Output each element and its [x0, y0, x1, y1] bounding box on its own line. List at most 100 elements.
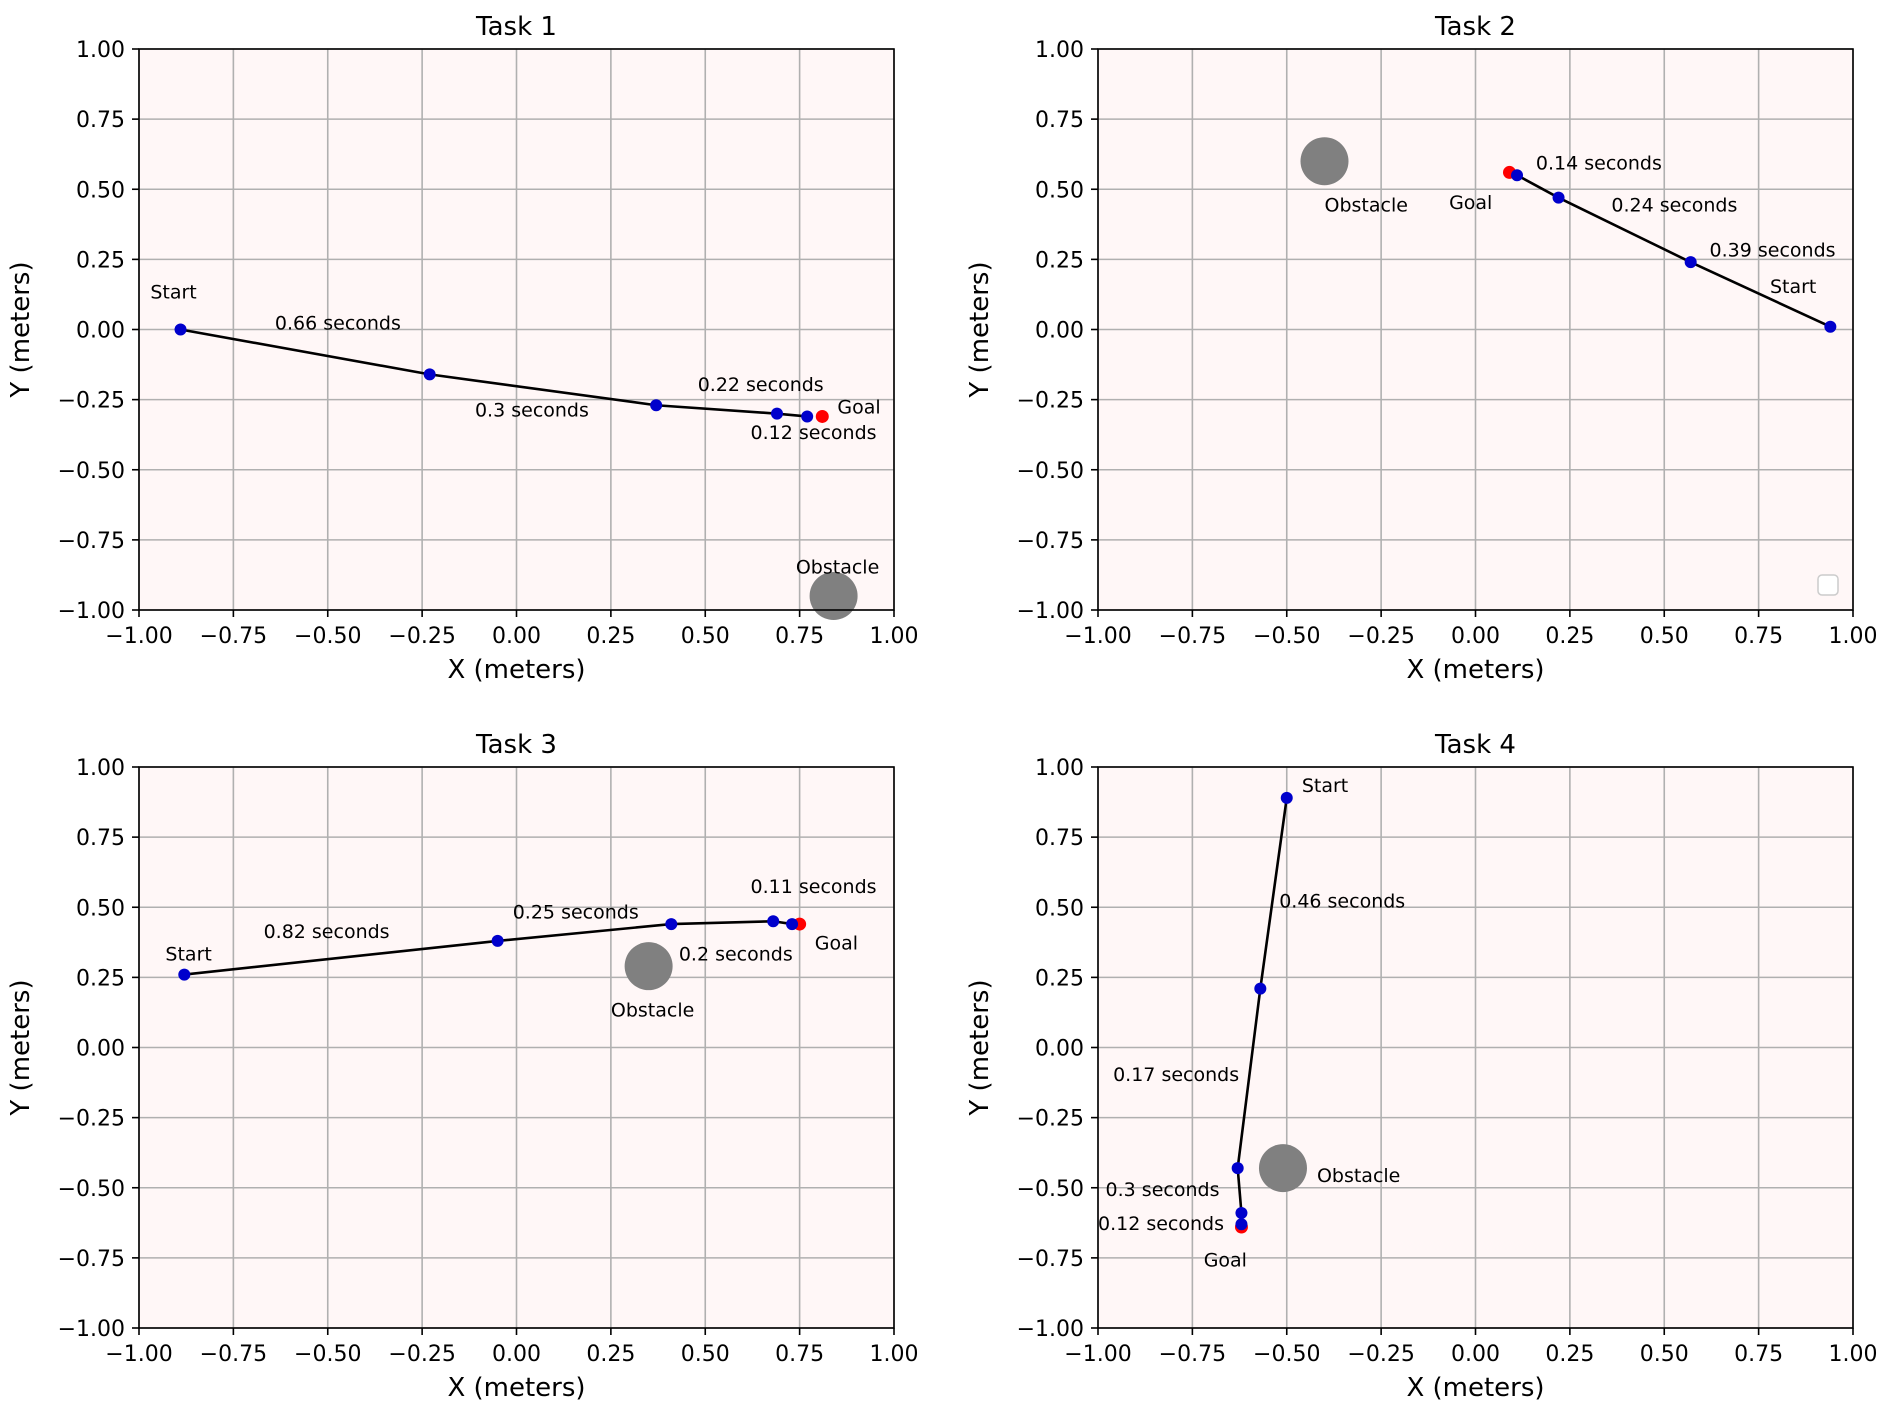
x-tick-label: 0.75: [775, 624, 824, 649]
annotation-label: Start: [1770, 276, 1816, 298]
waypoint-marker: [770, 407, 783, 420]
y-tick-label: 0.25: [76, 966, 125, 991]
x-tick-label: 1.00: [870, 1342, 919, 1367]
y-tick-label: 1.00: [76, 756, 125, 781]
y-tick-label: −0.75: [58, 1247, 125, 1272]
annotation-label: Goal: [1449, 192, 1492, 214]
y-tick-label: 0.00: [1035, 1037, 1084, 1062]
x-tick-label: 0.50: [1640, 1342, 1689, 1367]
waypoint-marker: [174, 323, 187, 336]
chart-panel-2: 0.14 seconds Obstacle Goal 0.24 seconds 0.39…: [965, 12, 1877, 685]
waypoint-marker: [423, 368, 436, 381]
annotation-label: 0.14 seconds: [1536, 153, 1662, 175]
annotation-label: Obstacle: [611, 1000, 694, 1022]
x-tick-label: 0.75: [1734, 624, 1783, 649]
chart-panel-3: Start 0.82 seconds 0.25 seconds 0.11 second…: [6, 730, 918, 1403]
x-tick-label: 1.00: [1829, 624, 1878, 649]
x-tick-label: −0.75: [1159, 1342, 1226, 1367]
y-tick-label: −1.00: [58, 1317, 125, 1342]
annotation-label: 0.12 seconds: [751, 422, 877, 444]
x-tick-label: 0.00: [492, 624, 541, 649]
x-tick-label: −0.50: [1253, 624, 1320, 649]
y-tick-label: −0.25: [58, 1107, 125, 1132]
x-tick-label: 1.00: [1829, 1342, 1878, 1367]
y-tick-label: 0.75: [76, 826, 125, 851]
waypoint-marker: [801, 410, 814, 423]
annotation-label: 0.46 seconds: [1279, 890, 1405, 912]
x-tick-label: −0.75: [1159, 624, 1226, 649]
chart-title: Task 4: [1434, 730, 1516, 760]
goal-marker: [815, 409, 829, 423]
waypoint-marker: [786, 918, 799, 931]
waypoint-marker: [1235, 1206, 1248, 1219]
y-tick-label: 1.00: [76, 38, 125, 63]
y-tick-label: −0.75: [1017, 529, 1084, 554]
x-tick-label: −0.25: [1347, 624, 1414, 649]
y-axis-label: Y (meters): [965, 261, 995, 398]
y-tick-label: 1.00: [1035, 38, 1084, 63]
y-tick-label: −1.00: [1017, 1317, 1084, 1342]
waypoint-marker: [1824, 320, 1837, 333]
waypoint-marker: [650, 399, 663, 412]
y-axis-label: Y (meters): [6, 261, 36, 398]
waypoint-marker: [767, 915, 780, 928]
x-tick-label: −1.00: [1064, 624, 1131, 649]
annotation-label: Goal: [815, 932, 858, 954]
waypoint-marker: [1552, 191, 1565, 204]
x-tick-label: 0.25: [586, 624, 635, 649]
chart-title: Task 2: [1434, 12, 1516, 42]
x-axis-label: X (meters): [1406, 1373, 1544, 1403]
obstacle-marker: [624, 942, 673, 991]
chart-title: Task 1: [475, 12, 557, 42]
x-tick-label: −1.00: [105, 1342, 172, 1367]
x-tick-label: 0.50: [1640, 624, 1689, 649]
chart-panel-4: Start 0.46 seconds 0.17 seconds Obstacle 0.3…: [965, 730, 1877, 1403]
x-tick-label: −0.25: [388, 1342, 455, 1367]
annotation-label: Obstacle: [796, 557, 879, 579]
x-tick-label: −0.75: [200, 624, 267, 649]
waypoint-marker: [1684, 256, 1697, 269]
y-tick-label: −1.00: [58, 599, 125, 624]
x-tick-label: 0.00: [1451, 624, 1500, 649]
x-axis-label: X (meters): [447, 1373, 585, 1403]
y-tick-label: −0.75: [58, 529, 125, 554]
obstacle-marker: [809, 571, 858, 620]
y-tick-label: 1.00: [1035, 756, 1084, 781]
x-tick-label: −0.50: [1253, 1342, 1320, 1367]
x-tick-label: 0.25: [586, 1342, 635, 1367]
y-axis-label: Y (meters): [6, 979, 36, 1116]
waypoint-marker: [665, 918, 678, 931]
y-tick-label: −0.25: [58, 389, 125, 414]
annotation-label: 0.3 seconds: [475, 399, 589, 421]
y-tick-label: −0.25: [1017, 1107, 1084, 1132]
annotation-label: 0.2 seconds: [679, 944, 793, 966]
y-tick-label: 0.50: [76, 178, 125, 203]
y-tick-label: −0.50: [58, 459, 125, 484]
y-tick-label: 0.50: [76, 896, 125, 921]
y-tick-label: −0.50: [1017, 1177, 1084, 1202]
x-tick-label: −1.00: [1064, 1342, 1131, 1367]
y-axis-label: Y (meters): [965, 979, 995, 1116]
y-tick-label: −0.25: [1017, 389, 1084, 414]
legend-box: [1817, 574, 1839, 596]
waypoint-marker: [1254, 982, 1267, 995]
x-tick-label: 1.00: [870, 624, 919, 649]
annotation-label: Start: [1302, 775, 1348, 797]
chart-panel-1: Start 0.66 seconds 0.3 seconds 0.22 seconds…: [6, 12, 918, 685]
annotation-label: Obstacle: [1325, 195, 1408, 217]
y-tick-label: −0.50: [58, 1177, 125, 1202]
waypoint-marker: [1280, 791, 1293, 804]
annotation-label: 0.39 seconds: [1710, 240, 1836, 262]
x-tick-label: 0.50: [681, 624, 730, 649]
annotation-label: 0.12 seconds: [1098, 1213, 1224, 1235]
x-tick-label: 0.50: [681, 1342, 730, 1367]
obstacle-marker: [1300, 137, 1349, 186]
x-tick-label: −0.50: [294, 1342, 361, 1367]
y-tick-label: 0.50: [1035, 178, 1084, 203]
x-tick-label: −0.50: [294, 624, 361, 649]
x-tick-label: −0.25: [388, 624, 455, 649]
waypoint-marker: [178, 968, 191, 981]
x-tick-label: −0.75: [200, 1342, 267, 1367]
waypoint-marker: [1235, 1218, 1248, 1231]
